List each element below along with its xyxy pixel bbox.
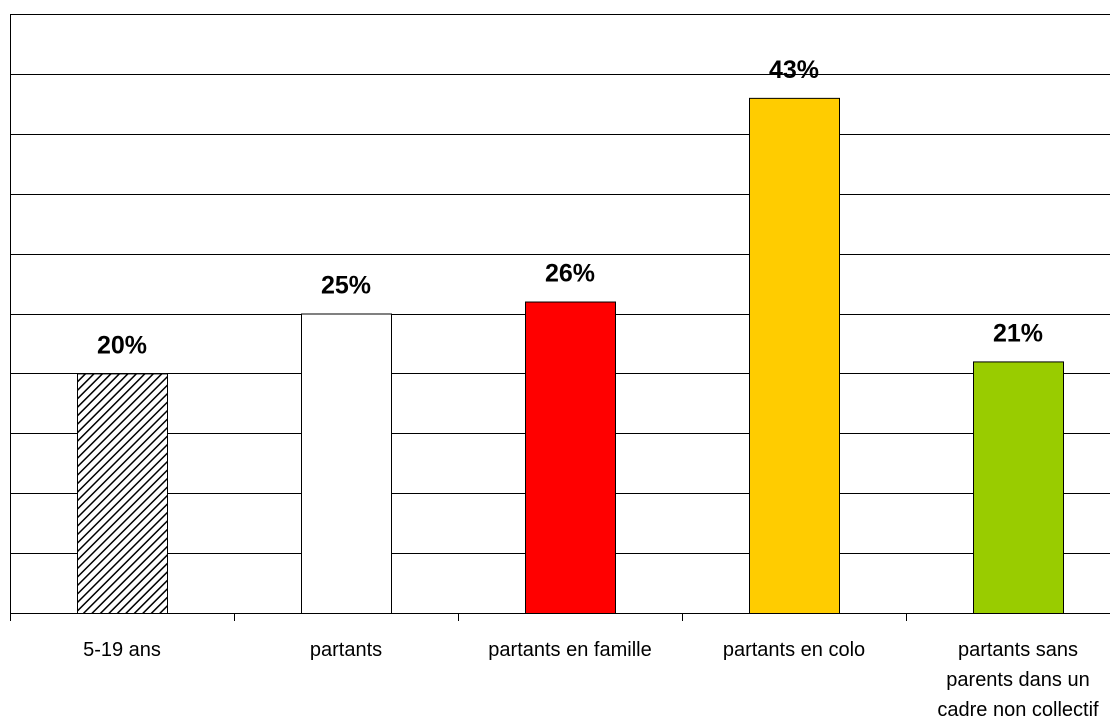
bar-4 [749,97,840,615]
bar-1 [77,373,168,614]
category-label-5: partants sans parents dans un cadre non co… [937,639,1099,720]
category-labels: 5-19 ans partants partants en famille parta… [83,639,1099,720]
category-label-2: partants [310,639,382,661]
category-label-4: partants en colo [723,639,865,661]
bars [77,97,1064,615]
value-label-4: 43% [769,56,819,84]
bar-3 [525,301,616,614]
category-label-1: 5-19 ans [83,639,161,661]
category-label-3: partants en famille [488,639,651,661]
value-label-5: 21% [993,319,1043,347]
value-label-3: 26% [545,260,595,288]
bar-5 [973,361,1064,615]
value-label-1: 20% [97,331,147,359]
bar-2 [301,313,392,614]
value-labels: 20% 25% 26% 43% 21% [97,56,1043,360]
value-label-2: 25% [321,272,371,300]
